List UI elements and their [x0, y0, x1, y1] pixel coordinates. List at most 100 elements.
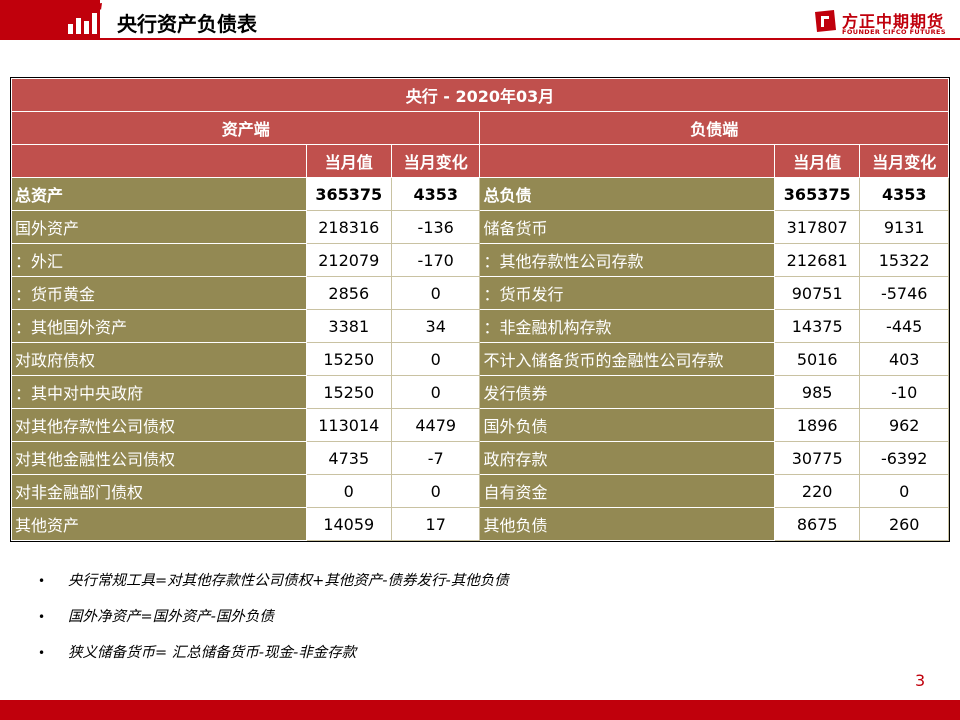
liability-label: 总负债 — [479, 177, 775, 211]
growth-chart-icon — [68, 3, 102, 34]
liability-change: 403 — [859, 342, 949, 376]
asset-change: 0 — [390, 474, 481, 508]
asset-value: 14059 — [305, 507, 392, 541]
note-item: • 国外净资产=国外资产-国外负债 — [38, 608, 509, 644]
asset-change: 4479 — [390, 408, 481, 442]
table-row: ：其他国外资产 3381 34 ：非金融机构存款 14375 -445 — [11, 309, 949, 343]
liability-value: 220 — [773, 474, 861, 508]
liability-change: -6392 — [859, 441, 949, 475]
liability-value: 317807 — [773, 210, 861, 244]
asset-value: 212079 — [305, 243, 392, 277]
liability-label: ：非金融机构存款 — [479, 309, 775, 343]
asset-value: 15250 — [305, 375, 392, 409]
table-title: 央行 - 2020年03月 — [11, 78, 949, 112]
table-row: 其他资产 14059 17 其他负债 8675 260 — [11, 507, 949, 541]
logo-chinese-name: 方正中期期货 — [842, 12, 945, 31]
header-rule — [0, 38, 960, 40]
table-row: 总资产 365375 4353 总负债 365375 4353 — [11, 177, 949, 211]
liability-value: 14375 — [773, 309, 861, 343]
liability-label: 自有资金 — [479, 474, 775, 508]
liability-label: ：货币发行 — [479, 276, 775, 310]
asset-value: 218316 — [305, 210, 392, 244]
section-header-row: 资产端 负债端 — [10, 111, 949, 145]
table-row: ：外汇 212079 -170 ：其他存款性公司存款 212681 15322 — [11, 243, 949, 277]
asset-label: 总资产 — [11, 177, 307, 211]
page-number: 3 — [915, 671, 926, 690]
asset-value: 4735 — [305, 441, 392, 475]
asset-change: 0 — [390, 375, 481, 409]
liability-value: 90751 — [773, 276, 861, 310]
liability-change: 0 — [859, 474, 949, 508]
liability-label: 发行债券 — [479, 375, 775, 409]
note-text: 央行常规工具=对其他存款性公司债权+其他资产-债券发行-其他负债 — [68, 573, 509, 589]
logo-mark-icon — [815, 10, 836, 32]
liability-change: -10 — [859, 375, 949, 409]
table-row: 国外资产 218316 -136 储备货币 317807 9131 — [11, 210, 949, 244]
liability-change: -5746 — [859, 276, 949, 310]
logo-english-name: FOUNDER CIFCO FUTURES — [842, 28, 946, 36]
note-item: • 狭义储备货币= 汇总储备货币-现金-非金存款 — [38, 644, 509, 680]
liability-value: 365375 — [773, 177, 861, 211]
liability-change: -445 — [859, 309, 949, 343]
liability-section-header: 负债端 — [479, 111, 949, 145]
asset-value: 3381 — [305, 309, 392, 343]
asset-change: 17 — [390, 507, 481, 541]
liability-change: 15322 — [859, 243, 949, 277]
asset-change: 0 — [390, 342, 481, 376]
liability-label-header — [479, 144, 775, 178]
table-title-row: 央行 - 2020年03月 — [11, 78, 949, 112]
page-title: 央行资产负债表 — [117, 12, 257, 36]
asset-label: 对其他金融性公司债权 — [11, 441, 307, 475]
column-header-row: 当月值 当月变化 当月值 当月变化 — [11, 144, 949, 178]
asset-label: 其他资产 — [11, 507, 307, 541]
bullet: • — [38, 610, 46, 624]
notes-list: • 央行常规工具=对其他存款性公司债权+其他资产-债券发行-其他负债 • 国外净资产… — [38, 572, 509, 680]
asset-value: 2856 — [305, 276, 392, 310]
table-row: 对其他存款性公司债权 113014 4479 国外负债 1896 962 — [11, 408, 949, 442]
balance-sheet-table: 央行 - 2020年03月 资产端 负债端 当月值 当月变化 当月值 当月变化 … — [10, 77, 950, 542]
liability-change-header: 当月变化 — [859, 144, 949, 178]
asset-value: 0 — [305, 474, 392, 508]
asset-change: -136 — [390, 210, 481, 244]
asset-value: 15250 — [305, 342, 392, 376]
liability-change: 9131 — [859, 210, 949, 244]
asset-change: 0 — [390, 276, 481, 310]
liability-label: 国外负债 — [479, 408, 775, 442]
table-row: ：货币黄金 2856 0 ：货币发行 90751 -5746 — [11, 276, 949, 310]
asset-label: ：其中对中央政府 — [11, 375, 307, 409]
liability-label: 储备货币 — [479, 210, 775, 244]
liability-label: 其他负债 — [479, 507, 775, 541]
liability-change: 4353 — [859, 177, 949, 211]
liability-value: 985 — [773, 375, 861, 409]
asset-label: 对政府债权 — [11, 342, 307, 376]
bullet: • — [38, 574, 46, 588]
asset-label: 国外资产 — [11, 210, 307, 244]
table-row: 对其他金融性公司债权 4735 -7 政府存款 30775 -6392 — [11, 441, 949, 475]
asset-value: 113014 — [305, 408, 392, 442]
asset-label: ：货币黄金 — [11, 276, 307, 310]
table-row: 对政府债权 15250 0 不计入储备货币的金融性公司存款 5016 403 — [11, 342, 949, 376]
asset-change-header: 当月变化 — [390, 144, 481, 178]
liability-value-header: 当月值 — [773, 144, 861, 178]
liability-value: 30775 — [773, 441, 861, 475]
liability-value: 8675 — [773, 507, 861, 541]
asset-change: 34 — [390, 309, 481, 343]
asset-label: 对非金融部门债权 — [11, 474, 307, 508]
asset-value: 365375 — [305, 177, 392, 211]
table-row: ：其中对中央政府 15250 0 发行债券 985 -10 — [11, 375, 949, 409]
liability-change: 260 — [859, 507, 949, 541]
note-text: 狭义储备货币= 汇总储备货币-现金-非金存款 — [68, 645, 357, 661]
note-text: 国外净资产=国外资产-国外负债 — [68, 609, 274, 625]
note-item: • 央行常规工具=对其他存款性公司债权+其他资产-债券发行-其他负债 — [38, 572, 509, 608]
asset-section-header: 资产端 — [10, 111, 481, 145]
asset-label: 对其他存款性公司债权 — [11, 408, 307, 442]
asset-label: ：外汇 — [11, 243, 307, 277]
table-body: 总资产 365375 4353 总负债 365375 4353 国外资产 218316 -136… — [11, 177, 949, 541]
liability-label: ：其他存款性公司存款 — [479, 243, 775, 277]
liability-change: 962 — [859, 408, 949, 442]
liability-value: 1896 — [773, 408, 861, 442]
header-accent-band — [0, 0, 100, 38]
liability-value: 212681 — [773, 243, 861, 277]
table-row: 对非金融部门债权 0 0 自有资金 220 0 — [11, 474, 949, 508]
company-logo: 方正中期期货 FOUNDER CIFCO FUTURES — [812, 8, 952, 40]
